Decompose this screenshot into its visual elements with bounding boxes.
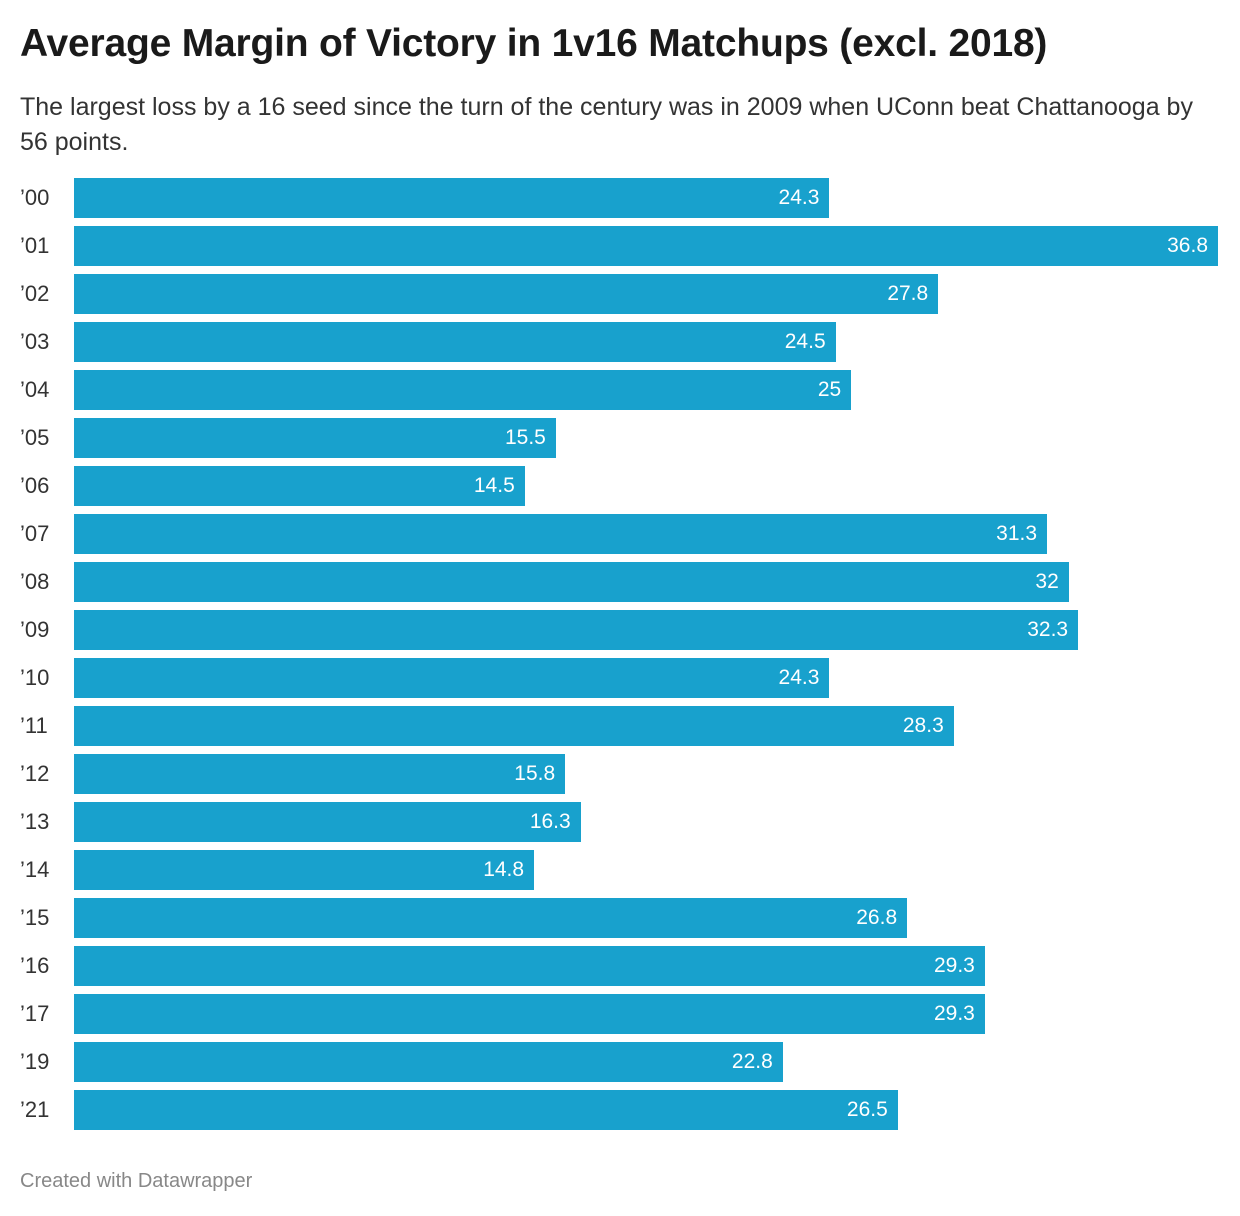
value-label: 36.8 <box>1167 234 1208 257</box>
value-label: 26.5 <box>846 1098 888 1121</box>
bar: 29.3 <box>74 946 985 986</box>
bar-row: ’07 31.3 <box>20 514 1220 554</box>
bar-row: ’00 24.3 <box>20 178 1220 218</box>
bar-row: ’01 36.8 <box>20 226 1220 266</box>
bar: 32.3 <box>74 610 1079 650</box>
value-label: 31.3 <box>996 522 1038 545</box>
value-label: 27.8 <box>887 282 929 305</box>
value-label: 24.5 <box>784 330 826 353</box>
bar: 15.8 <box>74 754 566 794</box>
value-label: 26.8 <box>856 906 898 929</box>
bar: 24.3 <box>74 658 830 698</box>
bar: 14.5 <box>74 466 525 506</box>
category-label: ’08 <box>20 569 50 594</box>
category-label: ’00 <box>20 185 50 210</box>
bar-row: ’16 29.3 <box>20 946 1220 986</box>
category-label: ’06 <box>20 473 50 498</box>
value-label: 14.8 <box>483 858 525 881</box>
chart-title: Average Margin of Victory in 1v16 Matchu… <box>20 22 1048 65</box>
bar: 26.5 <box>74 1090 898 1130</box>
category-label: ’05 <box>20 425 50 450</box>
bar: 31.3 <box>74 514 1048 554</box>
bar-row: ’02 27.8 <box>20 274 1220 314</box>
bar: 16.3 <box>74 802 581 842</box>
category-label: ’11 <box>20 713 48 738</box>
bar: 26.8 <box>74 898 908 938</box>
bar: 22.8 <box>74 1042 783 1082</box>
bar: 29.3 <box>74 994 985 1034</box>
bar: 27.8 <box>74 274 939 314</box>
bar: 24.5 <box>74 322 836 362</box>
value-label: 28.3 <box>902 714 944 737</box>
bar: 32 <box>74 562 1069 602</box>
bar-row: ’15 26.8 <box>20 898 1220 938</box>
value-label: 24.3 <box>778 186 820 209</box>
value-label: 15.5 <box>504 426 546 449</box>
datawrapper-credit: Created with Datawrapper <box>20 1170 253 1192</box>
bar-row: ’17 29.3 <box>20 994 1220 1034</box>
bar: 28.3 <box>74 706 954 746</box>
value-label: 32 <box>1035 570 1059 593</box>
bar-row: ’03 24.5 <box>20 322 1220 362</box>
bar-row: ’06 14.5 <box>20 466 1220 506</box>
bar-row: ’13 16.3 <box>20 802 1220 842</box>
bar-row: ’04 25 <box>20 370 1220 410</box>
category-label: ’17 <box>20 1001 50 1026</box>
category-label: ’10 <box>20 665 50 690</box>
category-label: ’21 <box>20 1097 50 1122</box>
value-label: 22.8 <box>731 1050 773 1073</box>
value-label: 24.3 <box>778 666 820 689</box>
category-label: ’14 <box>20 857 50 882</box>
bar-row: ’10 24.3 <box>20 658 1220 698</box>
bar-row: ’21 26.5 <box>20 1090 1220 1130</box>
value-label: 16.3 <box>529 810 571 833</box>
category-label: ’19 <box>20 1049 50 1074</box>
category-label: ’12 <box>20 761 50 786</box>
bar: 14.8 <box>74 850 535 890</box>
chart-subtitle: The largest loss by a 16 seed since the … <box>20 93 1193 156</box>
category-label: ’04 <box>20 377 50 402</box>
value-label: 29.3 <box>933 954 975 977</box>
category-label: ’01 <box>20 233 50 258</box>
bar: 36.8 <box>74 226 1218 266</box>
bar-chart: ’00 24.3 ’01 36.8 ’02 27.8 ’03 24.5 ’04 25 ’05 15.5… <box>20 178 1220 1130</box>
bar: 25 <box>74 370 852 410</box>
category-label: ’15 <box>20 905 50 930</box>
value-label: 25 <box>817 378 842 401</box>
category-label: ’16 <box>20 953 50 978</box>
bar-row: ’05 15.5 <box>20 418 1220 458</box>
value-label: 14.5 <box>473 474 515 497</box>
bar-row: ’14 14.8 <box>20 850 1220 890</box>
bar: 15.5 <box>74 418 556 458</box>
bar-row: ’12 15.8 <box>20 754 1220 794</box>
category-label: ’09 <box>20 617 50 642</box>
value-label: 15.8 <box>514 762 556 785</box>
bar-row: ’09 32.3 <box>20 610 1220 650</box>
bar: 24.3 <box>74 178 830 218</box>
category-label: ’07 <box>20 521 50 546</box>
value-label: 32.3 <box>1027 618 1069 641</box>
bar-row: ’08 32 <box>20 562 1220 602</box>
category-label: ’13 <box>20 809 50 834</box>
bar-row: ’11 28.3 <box>20 706 1220 746</box>
category-label: ’02 <box>20 281 50 306</box>
category-label: ’03 <box>20 329 50 354</box>
bar-row: ’19 22.8 <box>20 1042 1220 1082</box>
value-label: 29.3 <box>933 1002 975 1025</box>
